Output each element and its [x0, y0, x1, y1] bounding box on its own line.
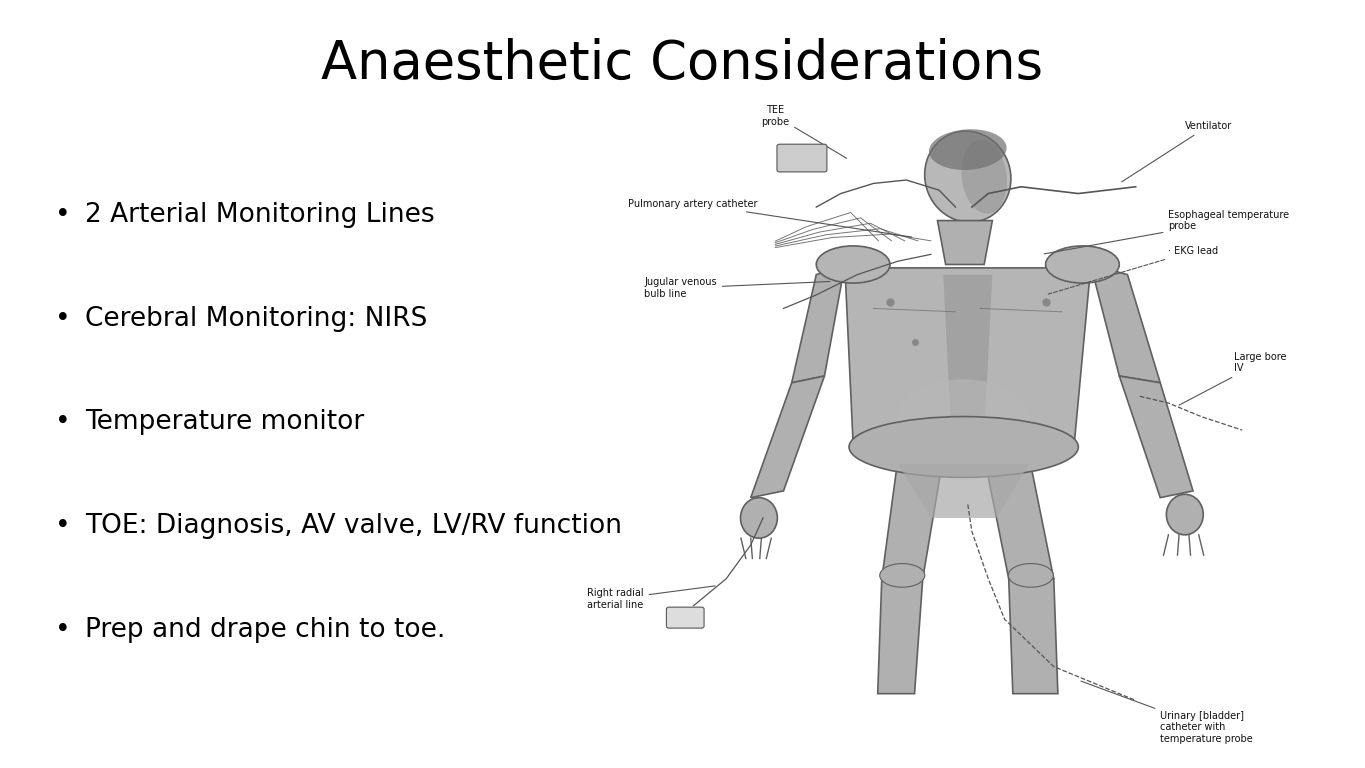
- Polygon shape: [898, 464, 1029, 518]
- Polygon shape: [1091, 264, 1160, 382]
- FancyBboxPatch shape: [666, 607, 704, 628]
- Polygon shape: [943, 275, 992, 437]
- Text: •: •: [55, 617, 70, 643]
- FancyBboxPatch shape: [777, 144, 827, 172]
- Text: Pulmonary artery catheter: Pulmonary artery catheter: [628, 199, 912, 237]
- Ellipse shape: [849, 416, 1078, 478]
- Text: Prep and drape chin to toe.: Prep and drape chin to toe.: [85, 617, 445, 643]
- Ellipse shape: [924, 131, 1011, 222]
- Text: Right radial
arterial line: Right radial arterial line: [587, 586, 715, 610]
- Text: Anaesthetic Considerations: Anaesthetic Considerations: [321, 38, 1044, 91]
- Polygon shape: [938, 220, 992, 264]
- Text: 2 Arterial Monitoring Lines: 2 Arterial Monitoring Lines: [85, 202, 434, 228]
- Ellipse shape: [898, 379, 1029, 454]
- Ellipse shape: [961, 140, 1007, 214]
- Ellipse shape: [1009, 564, 1054, 588]
- Polygon shape: [1119, 376, 1193, 498]
- Text: Large bore
IV: Large bore IV: [1179, 352, 1286, 406]
- Text: Esophageal temperature
probe: Esophageal temperature probe: [1044, 210, 1290, 254]
- Polygon shape: [882, 457, 943, 579]
- Ellipse shape: [1166, 495, 1204, 535]
- Text: •: •: [55, 409, 70, 435]
- Ellipse shape: [816, 246, 890, 283]
- Polygon shape: [792, 264, 845, 382]
- Text: •: •: [55, 202, 70, 228]
- Text: Temperature monitor: Temperature monitor: [85, 409, 364, 435]
- Text: Jugular venous
bulb line: Jugular venous bulb line: [644, 277, 830, 299]
- Ellipse shape: [1046, 246, 1119, 283]
- Ellipse shape: [740, 498, 778, 538]
- Text: · EKG lead: · EKG lead: [1048, 246, 1219, 294]
- Text: •: •: [55, 513, 70, 539]
- Polygon shape: [878, 579, 923, 694]
- Ellipse shape: [879, 564, 925, 588]
- Text: Ventilator: Ventilator: [1122, 121, 1233, 182]
- Text: Urinary [bladder]
catheter with
temperature probe: Urinary [bladder] catheter with temperat…: [1081, 681, 1253, 744]
- Polygon shape: [984, 457, 1054, 579]
- Text: Cerebral Monitoring: NIRS: Cerebral Monitoring: NIRS: [85, 306, 427, 332]
- Text: TEE
probe: TEE probe: [762, 105, 846, 158]
- Polygon shape: [845, 268, 1091, 444]
- Polygon shape: [1009, 579, 1058, 694]
- Text: TOE: Diagnosis, AV valve, LV/RV function: TOE: Diagnosis, AV valve, LV/RV function: [85, 513, 621, 539]
- Ellipse shape: [930, 129, 1006, 170]
- Polygon shape: [751, 376, 824, 498]
- Text: •: •: [55, 306, 70, 332]
